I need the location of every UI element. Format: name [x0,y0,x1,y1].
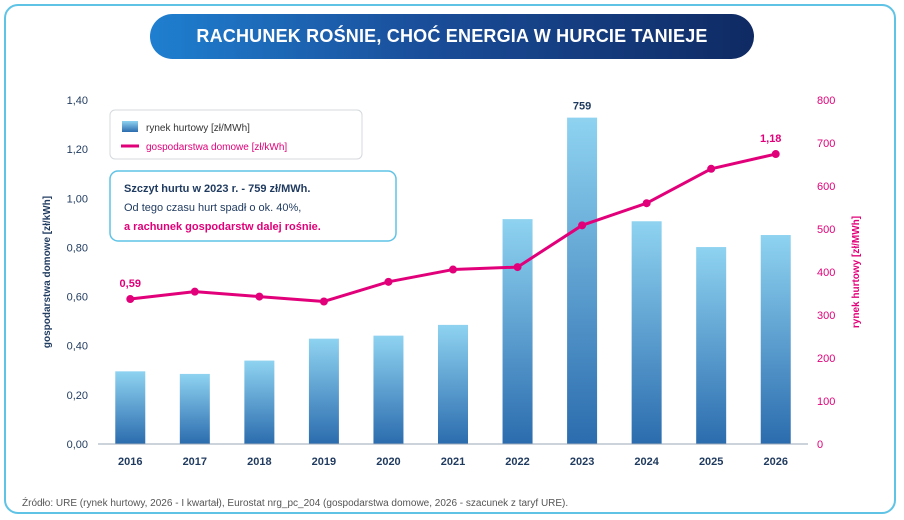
legend-box [109,109,363,160]
x-tick-label: 2018 [247,456,271,468]
x-tick-label: 2020 [376,456,400,468]
line-point-2023 [578,221,587,230]
bar-2021 [438,324,468,444]
x-tick-label: 2026 [763,456,787,468]
legend-bar-swatch [122,121,138,132]
bar-2017 [179,373,210,444]
bar-2025 [696,247,727,444]
bar-2020 [373,335,404,444]
x-tick-label: 2024 [634,456,659,468]
annotation-box [109,170,397,242]
y-right-tick-label: 500 [817,224,835,236]
data-label-bar-2023: 759 [573,101,591,113]
y-left-tick-label: 0,00 [67,439,88,451]
source-note: Źródło: URE (rynek hurtowy, 2026 - I kwa… [22,498,569,509]
line-point-2018 [255,292,264,301]
data-label-line-2016: 0,59 [120,278,141,290]
x-tick-label: 2025 [699,456,723,468]
bar-2018 [244,360,275,444]
y-right-axis-label: rynek hurtowy [zł/MWh] [851,216,862,328]
annotation-line-1: Szczyt hurtu w 2023 r. - 759 zł/MWh. [124,183,310,195]
x-tick-label: 2022 [505,456,529,468]
bar-2022 [502,219,533,444]
line-point-2025 [707,164,716,173]
x-tick-label: 2021 [441,456,465,468]
line-point-2022 [513,263,522,272]
annotation-line-2: Od tego czasu hurt spadł o ok. 40%, [124,202,301,214]
y-right-tick-label: 0 [817,439,823,451]
line-point-2021 [449,265,457,274]
y-right-tick-label: 800 [817,95,835,107]
y-right-tick-label: 100 [817,396,835,408]
chart-title: RACHUNEK ROŚNIE, CHOĆ ENERGIA W HURCIE T… [150,14,754,59]
legend-bar-label: rynek hurtowy [zł/MWh] [146,123,250,134]
y-right-tick-label: 700 [817,138,835,150]
y-left-tick-label: 0,60 [67,292,88,304]
x-tick-label: 2019 [312,456,336,468]
bar-2024 [631,221,662,444]
line-point-2019 [319,297,328,306]
y-left-tick-label: 1,20 [67,144,88,156]
y-left-tick-label: 0,20 [67,390,88,402]
bar-2023 [567,117,598,444]
bar-2019 [308,338,339,444]
y-right-tick-label: 400 [817,267,835,279]
y-left-tick-label: 1,40 [67,95,88,107]
y-left-tick-label: 0,40 [67,341,88,353]
bar-2026 [760,235,791,444]
y-left-tick-label: 1,00 [67,193,88,205]
y-right-tick-label: 600 [817,181,835,193]
x-tick-label: 2016 [118,456,142,468]
y-left-axis-label: gospodarstwa domowe [zł/kWh] [42,196,53,348]
line-point-2017 [190,287,199,296]
line-point-2016 [126,295,135,304]
line-point-2020 [384,277,393,286]
y-left-tick-label: 0,80 [67,242,88,254]
annotation-line-3: a rachunek gospodarstw dalej rośnie. [124,221,321,233]
x-tick-label: 2023 [570,456,594,468]
y-right-tick-label: 200 [817,353,835,365]
data-label-line-2026: 1,18 [760,133,781,145]
line-point-2024 [642,199,651,208]
line-point-2026 [771,150,780,159]
legend-line-label: gospodarstwa domowe [zł/kWh] [146,142,287,153]
x-tick-label: 2017 [183,456,207,468]
y-right-tick-label: 300 [817,310,835,322]
bar-2016 [115,371,146,444]
